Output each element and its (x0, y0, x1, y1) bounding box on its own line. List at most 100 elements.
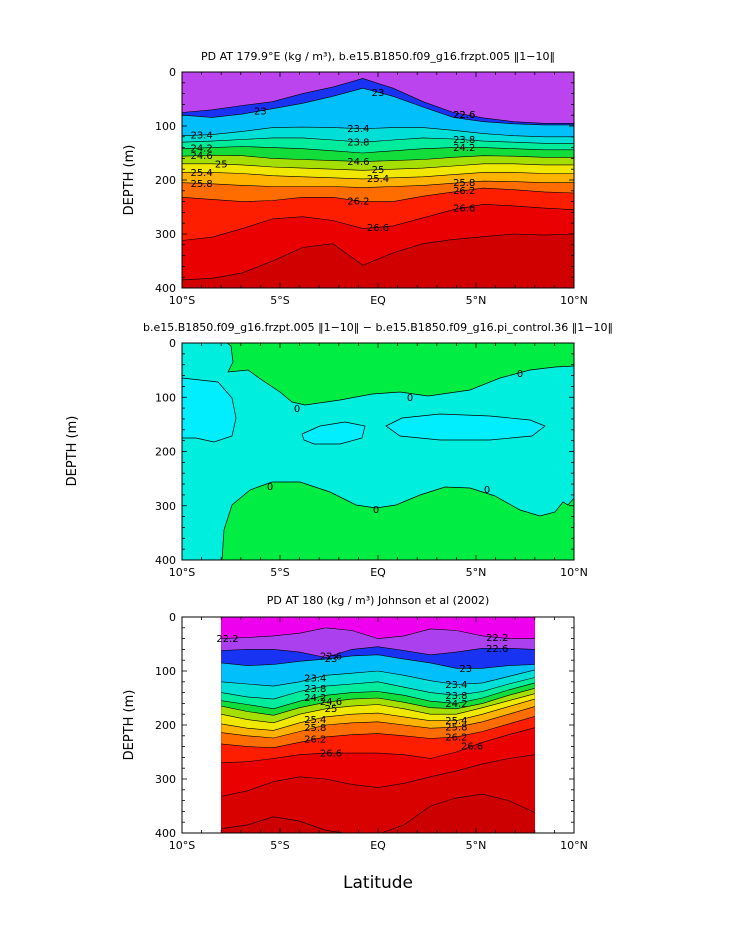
panel-3-xlabel: Latitude (343, 873, 413, 893)
panel-1-axes: 10°S 5°S EQ 5°N 10°N 0 100 200 300 400 (155, 66, 588, 307)
contour-fill-band (182, 146, 574, 162)
contour-label: 25.4 (190, 168, 212, 179)
contour-label: 25.8 (445, 723, 467, 734)
contour-fill-band (221, 706, 535, 748)
contour-label: 22.6 (320, 651, 342, 662)
panel-3: PD AT 180 (kg / m³) Johnson et al (2002)… (122, 594, 588, 893)
isopycnal-line (221, 693, 535, 724)
x-tick-label: 10°N (560, 839, 588, 852)
panel-2-title: b.e15.B1850.f09_g16.frzpt.005 ‖1−10‖ − b… (143, 321, 613, 334)
panel-2-fills (182, 343, 574, 560)
isopycnal-line (182, 78, 574, 124)
isopycnal-line (182, 180, 574, 188)
panel-1-title: PD AT 179.9°E (kg / m³), b.e15.B1850.f09… (201, 50, 555, 63)
contour-fill-band (182, 155, 574, 171)
contour-label: 24.2 (445, 699, 467, 710)
y-tick-label: 400 (155, 554, 176, 567)
panel-3-contour-lines (221, 627, 535, 833)
contour-label: 24.2 (190, 144, 212, 155)
panel-2-contour-labels: 0 0 0 0 0 0 (267, 369, 523, 516)
contour-label: 25.8 (453, 178, 475, 189)
contour-label: 24.6 (320, 697, 342, 708)
contour-label: 26.6 (453, 203, 475, 214)
y-tick-label: 200 (155, 719, 176, 732)
x-tick-label: 5°S (270, 839, 289, 852)
isopycnal-line (182, 137, 574, 144)
isopycnal-line (182, 146, 574, 154)
panel-2-contour-label: 0 (517, 369, 523, 380)
contour-label: 24.6 (190, 151, 212, 162)
contour-label: 25 (372, 165, 385, 176)
isopycnal-line (221, 793, 535, 833)
contour-fill-band (221, 682, 535, 716)
panel-2-contour-label: 0 (484, 485, 490, 496)
contour-label: 25.8 (304, 723, 326, 734)
isopycnal-line (221, 669, 535, 687)
contour-fill-band (221, 627, 535, 658)
x-tick-label: EQ (370, 566, 386, 579)
isopycnal-line (221, 677, 535, 700)
x-tick-label: 5°N (466, 839, 487, 852)
panel-1-fills (182, 72, 574, 288)
contour-label: 26.6 (367, 223, 389, 234)
contour-label: 23.8 (453, 135, 475, 146)
contour-fill-band (221, 669, 535, 700)
contour-fill-band (182, 234, 574, 288)
contour-fill-band (221, 654, 535, 687)
panel-2-positive-region-upper (226, 343, 574, 406)
contour-label: 22.6 (486, 644, 508, 655)
contour-label: 24.2 (453, 143, 475, 154)
contour-label: 26.2 (445, 732, 467, 743)
x-tick-label: 10°N (560, 294, 588, 307)
contour-label: 22.6 (453, 110, 475, 121)
panel-1-contour-lines (182, 78, 574, 281)
panel-2-positive-region-lower (221, 481, 574, 560)
panel-3-title: PD AT 180 (kg / m³) Johnson et al (2002) (267, 594, 490, 607)
x-tick-label: 10°S (169, 566, 195, 579)
contour-label: 22.6 (453, 110, 475, 121)
contour-label: 23.4 (304, 673, 326, 684)
panel-2-contour-label: 0 (373, 505, 379, 516)
isopycnal-line (221, 688, 535, 716)
x-tick-label: 5°S (270, 566, 289, 579)
isopycnal-line (221, 716, 535, 749)
y-tick-label: 0 (169, 611, 176, 624)
contour-label: 23.4 (347, 124, 369, 135)
contour-fill-band (182, 88, 574, 137)
y-tick-label: 100 (155, 665, 176, 678)
panel-2-contour-label: 0 (267, 482, 273, 493)
y-tick-label: 100 (155, 120, 176, 133)
contour-label: 24.6 (347, 157, 369, 168)
contour-label: 25.8 (190, 179, 212, 190)
panel-2-contour-label: 0 (294, 404, 300, 415)
contour-label: 23 (372, 88, 385, 99)
contour-label: 26.2 (453, 186, 475, 197)
contour-label: 23 (459, 664, 472, 675)
panel-3-ylabel: DEPTH (m) (122, 690, 137, 761)
panel-1-ylabel: DEPTH (m) (122, 145, 137, 216)
x-tick-label: EQ (370, 839, 386, 852)
y-tick-label: 100 (155, 391, 176, 404)
isopycnal-line (221, 682, 535, 710)
isopycnal-line (182, 187, 574, 202)
isopycnal-line (221, 654, 535, 669)
isopycnal-line (182, 203, 574, 241)
panel-2-negative-lens-left (301, 421, 366, 445)
contour-label: 24.2 (304, 693, 326, 704)
x-tick-label: 5°N (466, 566, 487, 579)
panel-2: b.e15.B1850.f09_g16.frzpt.005 ‖1−10‖ − b… (65, 321, 613, 579)
contour-fill-band (182, 137, 574, 153)
contour-fill-band (221, 716, 535, 763)
y-tick-label: 0 (169, 337, 176, 350)
contour-label: 23 (325, 654, 338, 665)
isopycnal-line (182, 154, 574, 162)
contour-label: 23.4 (190, 131, 212, 142)
contour-label: 23.8 (445, 691, 467, 702)
isopycnal-line (221, 646, 535, 658)
contour-fill-band (221, 699, 535, 738)
panel-2-negative-region-left (182, 377, 237, 443)
x-tick-label: EQ (370, 294, 386, 307)
contour-label: 23.8 (304, 684, 326, 695)
